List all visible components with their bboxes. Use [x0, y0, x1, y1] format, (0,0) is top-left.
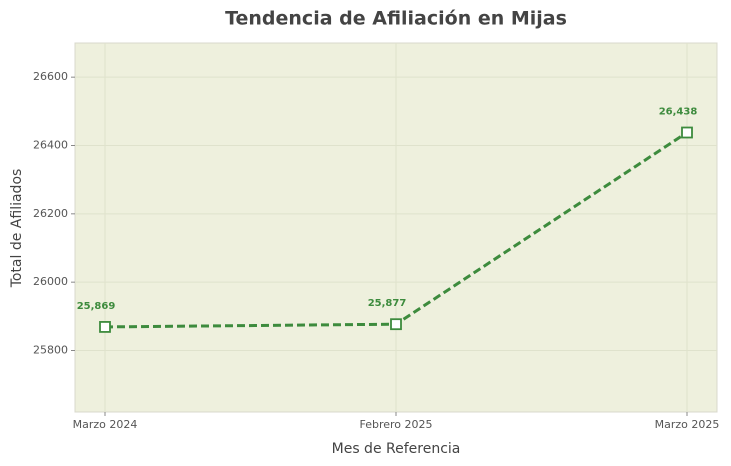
y-tick-label: 26600	[33, 70, 68, 83]
x-axis-label: Mes de Referencia	[332, 441, 461, 457]
y-tick-label: 26000	[33, 275, 68, 288]
marker	[681, 126, 693, 139]
x-tick-label: Marzo 2025	[655, 418, 720, 431]
value-label: 25,877	[368, 298, 407, 309]
y-tick-label: 25800	[33, 344, 68, 357]
y-tick-label: 26200	[33, 207, 68, 220]
y-axis-label: Total de Afiliados	[9, 169, 25, 289]
x-tick-label: Febrero 2025	[359, 418, 432, 431]
marker	[390, 318, 402, 331]
x-tick-label: Marzo 2024	[73, 418, 138, 431]
value-label: 26,438	[659, 107, 698, 118]
marker	[99, 321, 111, 333]
value-label: 25,869	[77, 301, 116, 312]
y-tick-label: 26400	[33, 139, 68, 152]
chart-title: Tendencia de Afiliación en Mijas	[225, 8, 567, 30]
